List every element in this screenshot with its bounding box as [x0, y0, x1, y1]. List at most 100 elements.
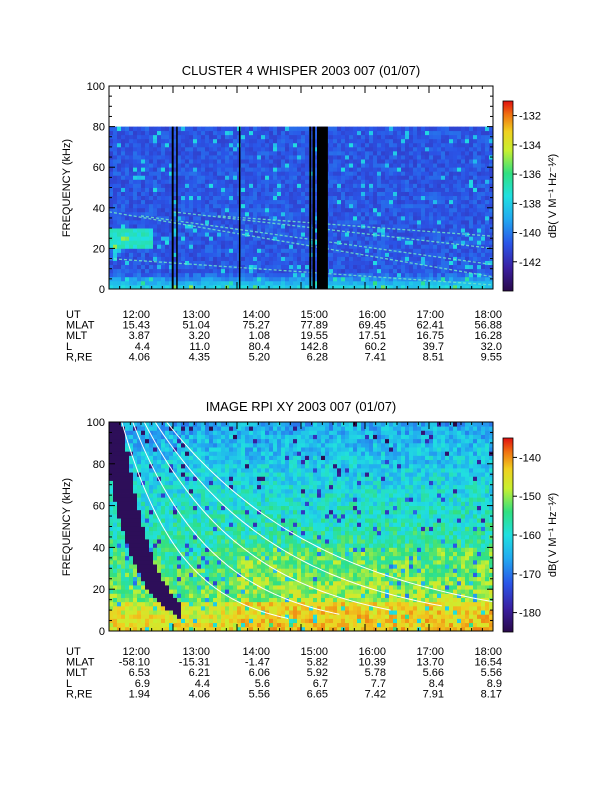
spectrogram-cell	[489, 284, 493, 289]
spectrogram-cell	[137, 236, 142, 241]
spectrogram-cell	[425, 272, 430, 278]
spectrogram-cell	[437, 203, 442, 209]
spectrogram-cell	[125, 228, 130, 233]
spectrogram-cell	[445, 146, 450, 152]
spectrogram-cell	[165, 585, 170, 590]
spectrogram-cell	[233, 187, 238, 192]
spectrogram-cell	[153, 434, 158, 440]
spectrogram-cell	[357, 264, 362, 270]
spectrogram-cell	[437, 219, 442, 225]
spectrogram-cell	[293, 276, 298, 282]
spectrogram-cell	[157, 614, 162, 619]
spectrogram-cell	[377, 126, 382, 132]
spectrogram-cell	[277, 215, 282, 221]
spectrogram-cell	[365, 252, 370, 257]
spectrogram-cell	[145, 472, 150, 477]
spectrogram-cell	[285, 130, 290, 136]
spectrogram-cell	[445, 167, 450, 172]
spectrogram-cell	[113, 268, 118, 274]
spectrogram-cell	[125, 522, 130, 527]
spectrogram-cell	[165, 199, 170, 205]
spectrogram-cell	[201, 219, 206, 225]
spectrogram-cell	[173, 155, 178, 160]
spectrogram-cell	[161, 187, 166, 192]
spectrogram-cell	[201, 199, 206, 205]
spectrogram-cell	[385, 276, 390, 282]
spectrogram-cell	[253, 211, 258, 217]
spectrogram-cell	[161, 268, 166, 274]
spectrogram-cell	[337, 183, 342, 188]
spectrogram-cell	[365, 211, 370, 217]
spectrogram-cell	[153, 422, 158, 427]
data-gap	[171, 126, 174, 289]
spectrogram-cell	[425, 159, 430, 164]
spectrogram-cell	[225, 195, 230, 201]
spectrogram-cell	[245, 163, 250, 168]
spectrogram-cell	[169, 589, 174, 594]
spectrogram-cell	[113, 572, 118, 578]
spectrogram-cell	[177, 467, 182, 473]
spectrogram-cell	[177, 551, 182, 557]
spectrogram-cell	[161, 610, 166, 615]
spectrogram-cell	[113, 447, 118, 452]
spectrogram-cell	[165, 622, 170, 628]
spectrogram-cell	[133, 547, 138, 552]
spectrogram-cell	[285, 280, 290, 286]
spectrogram-cell	[117, 215, 122, 221]
spectrogram-cell	[341, 138, 346, 144]
spectrogram-cell	[141, 150, 146, 156]
spectrogram-cell	[137, 455, 142, 461]
spectrogram-cell	[481, 268, 486, 274]
spectrogram-cell	[377, 260, 382, 266]
spectrogram-cell	[257, 163, 262, 168]
spectrogram-cell	[193, 130, 198, 136]
spectrogram-cell	[277, 171, 282, 176]
spectrogram-cell	[121, 551, 126, 557]
spectrogram-cell	[133, 593, 138, 598]
spectrogram-cell	[233, 280, 238, 286]
spectrogram-cell	[469, 232, 474, 237]
spectrogram-cell	[373, 179, 378, 184]
spectrogram-cell	[137, 252, 142, 257]
spectrogram-cell	[177, 155, 182, 160]
spectrogram-cell	[165, 505, 170, 511]
spectrogram-cell	[121, 187, 126, 192]
spectrogram-cell	[169, 215, 174, 221]
spectrogram-cell	[345, 155, 350, 160]
spectrogram-cell	[145, 224, 150, 229]
spectrogram-cell	[357, 175, 362, 180]
spectrogram-cell	[377, 199, 382, 205]
spectrogram-cell	[377, 276, 382, 282]
spectrogram-cell	[477, 232, 482, 237]
spectrogram-cell	[121, 224, 126, 229]
spectrogram-cell	[389, 244, 394, 249]
spectrogram-cell	[125, 434, 130, 440]
spectrogram-cell	[349, 159, 354, 164]
spectrogram-cell	[245, 211, 250, 217]
spectrogram-cell	[145, 284, 150, 289]
spectrogram-cell	[409, 134, 414, 140]
spectrogram-cell	[217, 219, 222, 225]
spectrogram-cell	[485, 244, 490, 249]
spectrogram-cell	[109, 522, 114, 527]
spectrogram-cell	[241, 280, 246, 286]
spectrogram-cell	[413, 256, 418, 261]
spectrogram-cell	[477, 146, 482, 152]
spectrogram-cell	[361, 236, 366, 241]
spectrogram-cell	[181, 501, 186, 506]
spectrogram-cell	[485, 183, 490, 188]
ephemeris-value: 15:00	[300, 309, 328, 321]
spectrogram-cell	[289, 199, 294, 205]
spectrogram-cell	[133, 280, 138, 286]
spectrogram-cell	[305, 175, 310, 180]
spectrogram-cell	[213, 183, 218, 188]
spectrogram-cell	[457, 272, 462, 278]
ephemeris-value: 16.28	[474, 330, 502, 342]
spectrogram-cell	[161, 580, 166, 586]
spectrogram-cell	[229, 150, 234, 156]
spectrogram-cell	[405, 171, 410, 176]
spectrogram-cell	[417, 199, 422, 205]
spectrogram-cell	[185, 150, 190, 156]
spectrogram-cell	[165, 530, 170, 536]
spectrogram-cell	[349, 240, 354, 245]
